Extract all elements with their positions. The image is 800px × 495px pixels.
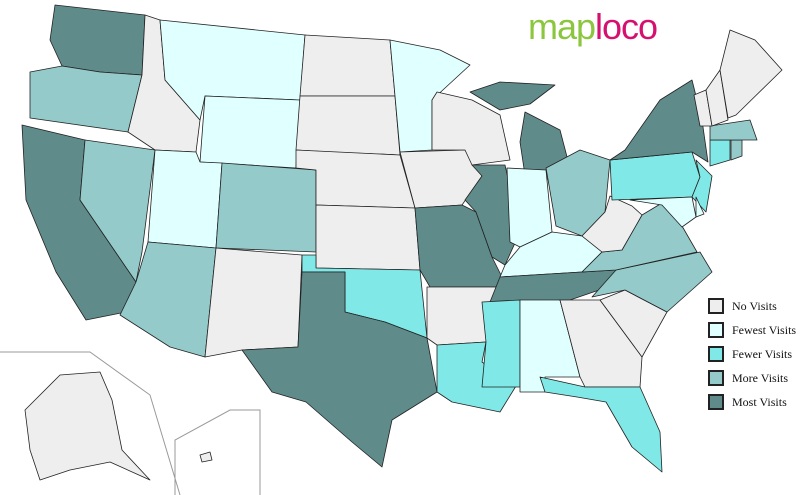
- legend-item-most: Most Visits: [708, 390, 796, 414]
- state-me[interactable]: [719, 29, 783, 119]
- state-pa[interactable]: [609, 151, 701, 201]
- legend: No Visits Fewest Visits Fewer Visits Mor…: [708, 294, 796, 414]
- maploco-logo: maploco: [528, 6, 658, 48]
- legend-swatch: [708, 394, 724, 410]
- logo-part-map: map: [528, 6, 596, 47]
- legend-item-none: No Visits: [708, 294, 796, 318]
- legend-item-fewer: Fewer Visits: [708, 342, 796, 366]
- legend-label: No Visits: [732, 298, 777, 313]
- state-sd[interactable]: [295, 95, 401, 156]
- legend-swatch: [708, 298, 724, 314]
- state-co[interactable]: [215, 162, 317, 253]
- legend-label: More Visits: [732, 370, 789, 385]
- state-ma[interactable]: [709, 119, 758, 141]
- legend-label: Fewest Visits: [732, 322, 797, 337]
- state-or[interactable]: [29, 65, 143, 133]
- legend-swatch: [708, 346, 724, 362]
- state-mi[interactable]: [469, 81, 556, 111]
- legend-swatch: [708, 370, 724, 386]
- state-fl[interactable]: [539, 376, 663, 473]
- state-nh[interactable]: [705, 69, 729, 127]
- legend-swatch: [708, 322, 724, 338]
- state-wv[interactable]: [581, 195, 643, 253]
- state-wa[interactable]: [49, 4, 146, 76]
- legend-label: Most Visits: [732, 394, 787, 409]
- state-nv[interactable]: [79, 139, 156, 283]
- logo-part-loco: loco: [595, 6, 658, 47]
- state-ut[interactable]: [147, 149, 223, 249]
- state-de[interactable]: [695, 196, 705, 218]
- state-wy[interactable]: [199, 95, 301, 169]
- state-ak[interactable]: [24, 371, 151, 481]
- state-ms[interactable]: [481, 299, 521, 388]
- inset-border-hawaii: [174, 409, 261, 495]
- state-ct[interactable]: [709, 139, 731, 167]
- state-md[interactable]: [629, 196, 697, 228]
- state-tx[interactable]: [241, 271, 438, 468]
- legend-item-more: More Visits: [708, 366, 796, 390]
- state-nm[interactable]: [204, 247, 303, 358]
- state-ks[interactable]: [315, 204, 421, 271]
- legend-item-fewest: Fewest Visits: [708, 318, 796, 342]
- state-hi[interactable]: [199, 451, 213, 463]
- state-nd[interactable]: [299, 34, 396, 97]
- legend-label: Fewer Visits: [732, 346, 793, 361]
- state-ny[interactable]: [609, 79, 709, 163]
- state-ri[interactable]: [730, 139, 743, 161]
- inset-border-alaska: [0, 351, 181, 495]
- state-nc[interactable]: [591, 251, 713, 313]
